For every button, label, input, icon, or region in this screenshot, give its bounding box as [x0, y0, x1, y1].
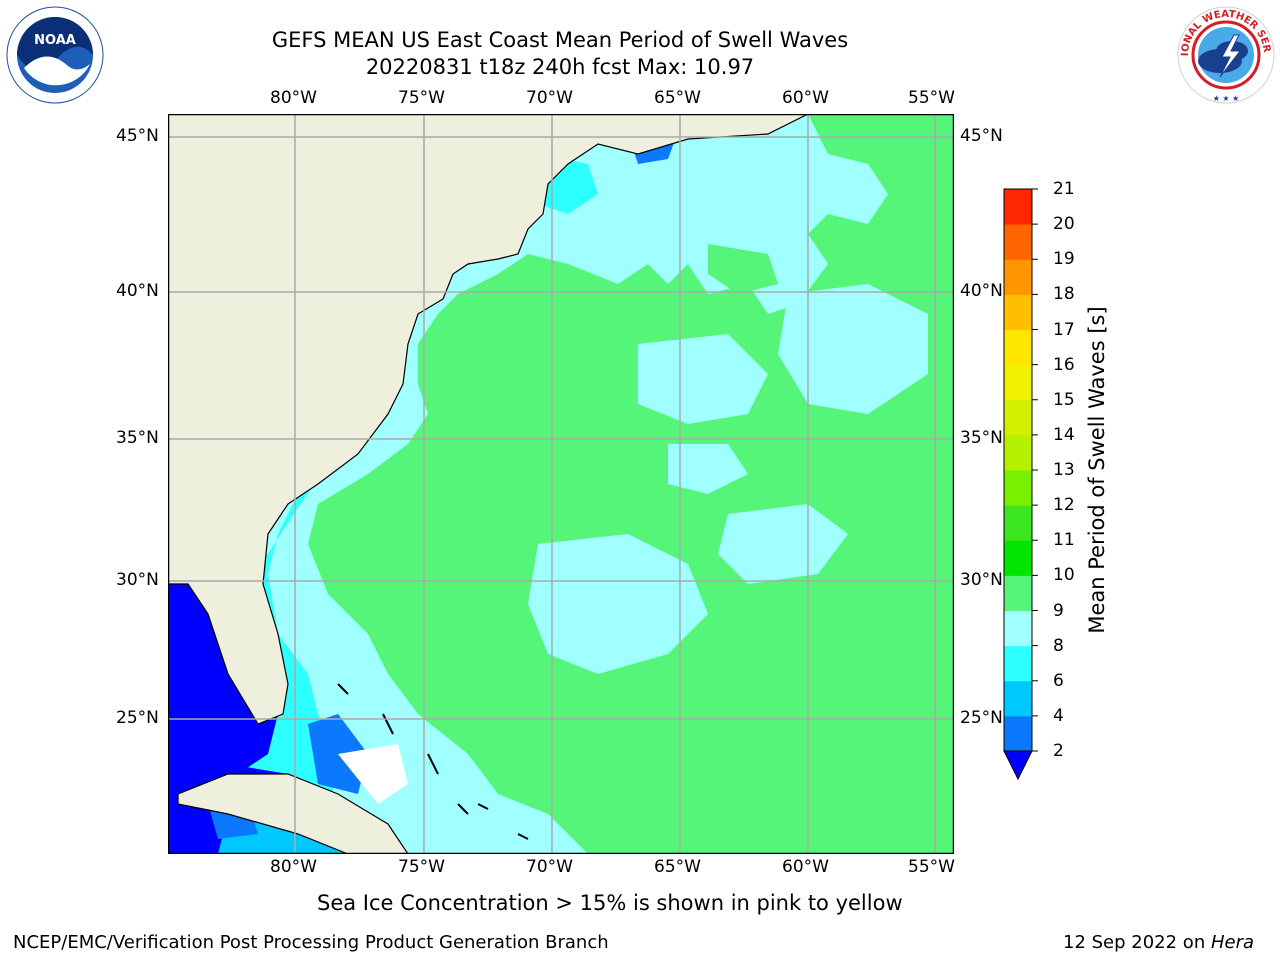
colorbar-tick-label: 13 [1053, 460, 1075, 480]
footer-date: 12 Sep 2022 on Hera [1063, 932, 1254, 953]
colorbar-segment [1004, 575, 1032, 611]
graticule [168, 114, 954, 854]
colorbar-under-triangle [1003, 750, 1033, 781]
colorbar-tick-label: 16 [1053, 354, 1075, 375]
nws-logo: NATIONAL WEATHER SERVICE ★ ★ ★ [1176, 5, 1275, 104]
bahamas-islands [337, 683, 529, 840]
lat-label-left: 30°N [116, 570, 159, 590]
swell-9-10s-regions [308, 114, 954, 854]
colorbar-segment [1004, 224, 1032, 260]
swell-under-2s [168, 579, 278, 784]
colorbar-segment [1004, 364, 1032, 401]
lat-label-right: 45°N [960, 126, 1003, 146]
lon-label-bottom: 80°W [270, 857, 317, 877]
lat-label-left: 40°N [116, 281, 159, 301]
footer-date-text: 12 Sep 2022 on [1063, 932, 1211, 953]
colorbar-tick-label: 14 [1053, 424, 1075, 445]
lon-label-bottom: 70°W [526, 857, 573, 877]
colorbar-segment [1004, 470, 1032, 506]
lat-label-left: 25°N [116, 708, 159, 728]
colorbar-tick-label: 12 [1053, 495, 1075, 516]
map-subtitle: 20220831 t18z 240h fcst Max: 10.97 [365, 55, 755, 79]
lat-label-right: 30°N [960, 570, 1003, 590]
colorbar-tick-label: 18 [1053, 284, 1075, 305]
lon-label-bottom: 65°W [654, 857, 701, 877]
colorbar-tick-label: 6 [1053, 670, 1064, 691]
colorbar-segment [1004, 189, 1032, 225]
lon-label-top: 70°W [526, 88, 573, 108]
colorbar-segment [1004, 259, 1032, 295]
lon-label-top: 55°W [908, 88, 955, 108]
colorbar-segment [1004, 329, 1032, 366]
colorbar-segment [1004, 540, 1032, 576]
lon-label-top: 75°W [398, 88, 445, 108]
lon-label-top: 65°W [654, 88, 701, 108]
colorbar-segment [1004, 505, 1032, 541]
sea-ice-note: Sea Ice Concentration > 15% is shown in … [317, 891, 903, 915]
colorbar-segment [1004, 399, 1032, 436]
colorbar-segment [1004, 680, 1032, 717]
lat-label-right: 25°N [960, 708, 1003, 728]
lon-label-bottom: 75°W [398, 857, 445, 877]
colorbar-segment [1004, 434, 1032, 471]
lat-label-left: 35°N [116, 428, 159, 448]
lat-label-right: 35°N [960, 428, 1003, 448]
footer-machine: Hera [1210, 932, 1254, 953]
swell-8-9s-patches [528, 284, 928, 674]
colorbar-tick-label: 10 [1053, 565, 1075, 586]
colorbar-tick-label: 21 [1053, 179, 1075, 199]
lat-label-left: 45°N [116, 126, 159, 146]
footer-credit: NCEP/EMC/Verification Post Processing Pr… [13, 932, 609, 953]
colorbar-segment [1004, 645, 1032, 682]
map-title: GEFS MEAN US East Coast Mean Period of S… [271, 28, 849, 52]
noaa-logo: NOAA [6, 6, 104, 104]
colorbar-segment [1004, 610, 1032, 647]
colorbar-title: Mean Period of Swell Waves [s] [1085, 306, 1109, 634]
colorbar-tick-label: 11 [1053, 530, 1075, 551]
lon-label-bottom: 60°W [782, 857, 829, 877]
lat-label-right: 40°N [960, 281, 1003, 301]
colorbar-segment [1004, 294, 1032, 330]
colorbar-segment [1004, 715, 1032, 752]
lon-label-bottom: 55°W [908, 857, 955, 877]
colorbar-tick-label: 4 [1053, 705, 1064, 726]
lon-label-top: 60°W [782, 88, 829, 108]
colorbar [1003, 188, 1038, 781]
svg-text:★ ★ ★: ★ ★ ★ [1213, 94, 1240, 103]
colorbar-tick-label: 9 [1053, 600, 1064, 621]
north-america-landmass [168, 114, 809, 725]
colorbar-tick-label: 20 [1053, 214, 1075, 235]
colorbar-tick-label: 15 [1053, 389, 1075, 410]
swell-period-map [168, 114, 954, 854]
colorbar-tick-label: 17 [1053, 319, 1075, 340]
colorbar-tick-label: 2 [1053, 741, 1064, 761]
no-data-banks [338, 744, 408, 804]
lon-label-top: 80°W [270, 88, 317, 108]
colorbar-tick-label: 8 [1053, 635, 1064, 656]
svg-text:NOAA: NOAA [34, 33, 76, 48]
colorbar-tick-label: 19 [1053, 249, 1075, 270]
cuba-landmass [177, 773, 409, 854]
